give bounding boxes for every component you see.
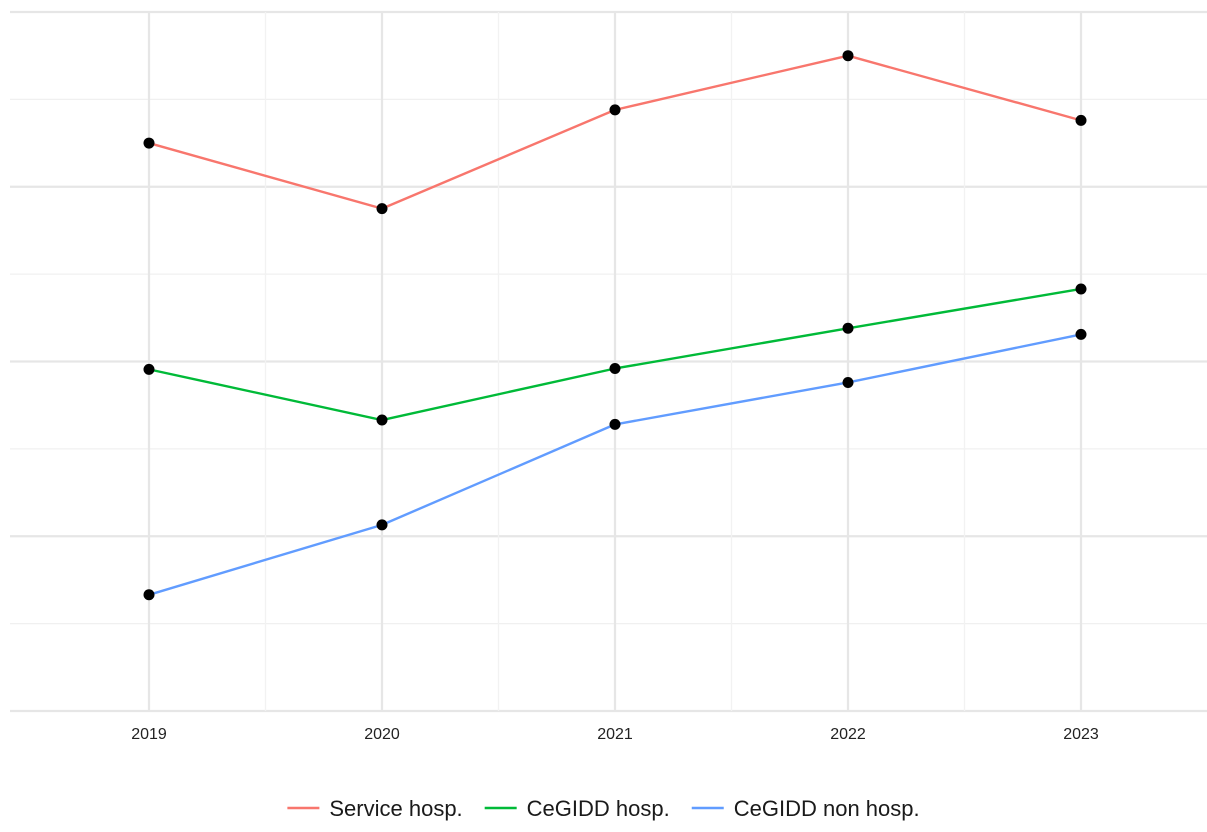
data-point: [376, 519, 388, 531]
data-point: [609, 418, 621, 430]
data-point: [143, 363, 155, 375]
x-tick-label: 2019: [131, 726, 167, 743]
data-point: [376, 203, 388, 215]
data-point: [842, 376, 854, 388]
data-point: [376, 414, 388, 426]
legend: Service hosp. CeGIDD hosp. CeGIDD non hosp…: [287, 796, 920, 821]
x-axis: 2019 2020 2021 2022 2023: [131, 726, 1099, 743]
data-point: [1075, 114, 1087, 126]
legend-label: CeGIDD hosp.: [527, 796, 670, 821]
grid-layer: [10, 10, 1207, 713]
legend-label: CeGIDD non hosp.: [734, 796, 920, 821]
data-point: [1075, 283, 1087, 295]
data-point: [842, 322, 854, 334]
x-tick-label: 2021: [597, 726, 633, 743]
data-point: [609, 104, 621, 116]
x-tick-label: 2023: [1063, 726, 1099, 743]
data-point: [842, 50, 854, 62]
legend-label: Service hosp.: [329, 796, 462, 821]
x-tick-label: 2022: [830, 726, 866, 743]
data-point: [1075, 328, 1087, 340]
data-point: [143, 589, 155, 601]
data-point: [143, 137, 155, 149]
data-point: [609, 362, 621, 374]
series-layer: [143, 50, 1087, 601]
x-tick-label: 2020: [364, 726, 400, 743]
